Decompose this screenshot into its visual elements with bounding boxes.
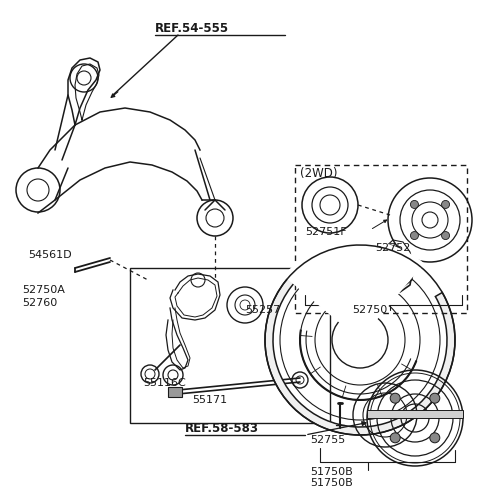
Text: REF.58-583: REF.58-583 — [185, 421, 259, 434]
Text: 55116C: 55116C — [143, 378, 186, 388]
Text: 52750: 52750 — [352, 305, 388, 315]
Circle shape — [410, 231, 419, 240]
Circle shape — [430, 393, 440, 403]
Circle shape — [390, 433, 400, 443]
Text: 52751F: 52751F — [305, 227, 347, 237]
Bar — [367, 410, 463, 418]
Text: REF.54-555: REF.54-555 — [155, 21, 229, 35]
Bar — [168, 387, 182, 397]
Text: 55257: 55257 — [245, 305, 280, 315]
Text: 52752: 52752 — [375, 243, 410, 253]
Text: (2WD): (2WD) — [300, 167, 337, 179]
Wedge shape — [283, 240, 424, 340]
Text: 55171: 55171 — [192, 395, 227, 405]
Circle shape — [442, 231, 450, 240]
Text: 51750B: 51750B — [310, 467, 353, 477]
Circle shape — [410, 200, 419, 208]
Circle shape — [442, 200, 450, 208]
Text: 51750B: 51750B — [310, 478, 353, 486]
Circle shape — [430, 433, 440, 443]
Wedge shape — [265, 245, 455, 435]
Bar — [130, 268, 330, 423]
Text: 54561D: 54561D — [28, 250, 72, 260]
Text: 52755: 52755 — [310, 435, 345, 445]
Text: 52760: 52760 — [22, 298, 57, 308]
Bar — [295, 165, 467, 313]
Circle shape — [390, 393, 400, 403]
Text: 52750A: 52750A — [22, 285, 65, 295]
